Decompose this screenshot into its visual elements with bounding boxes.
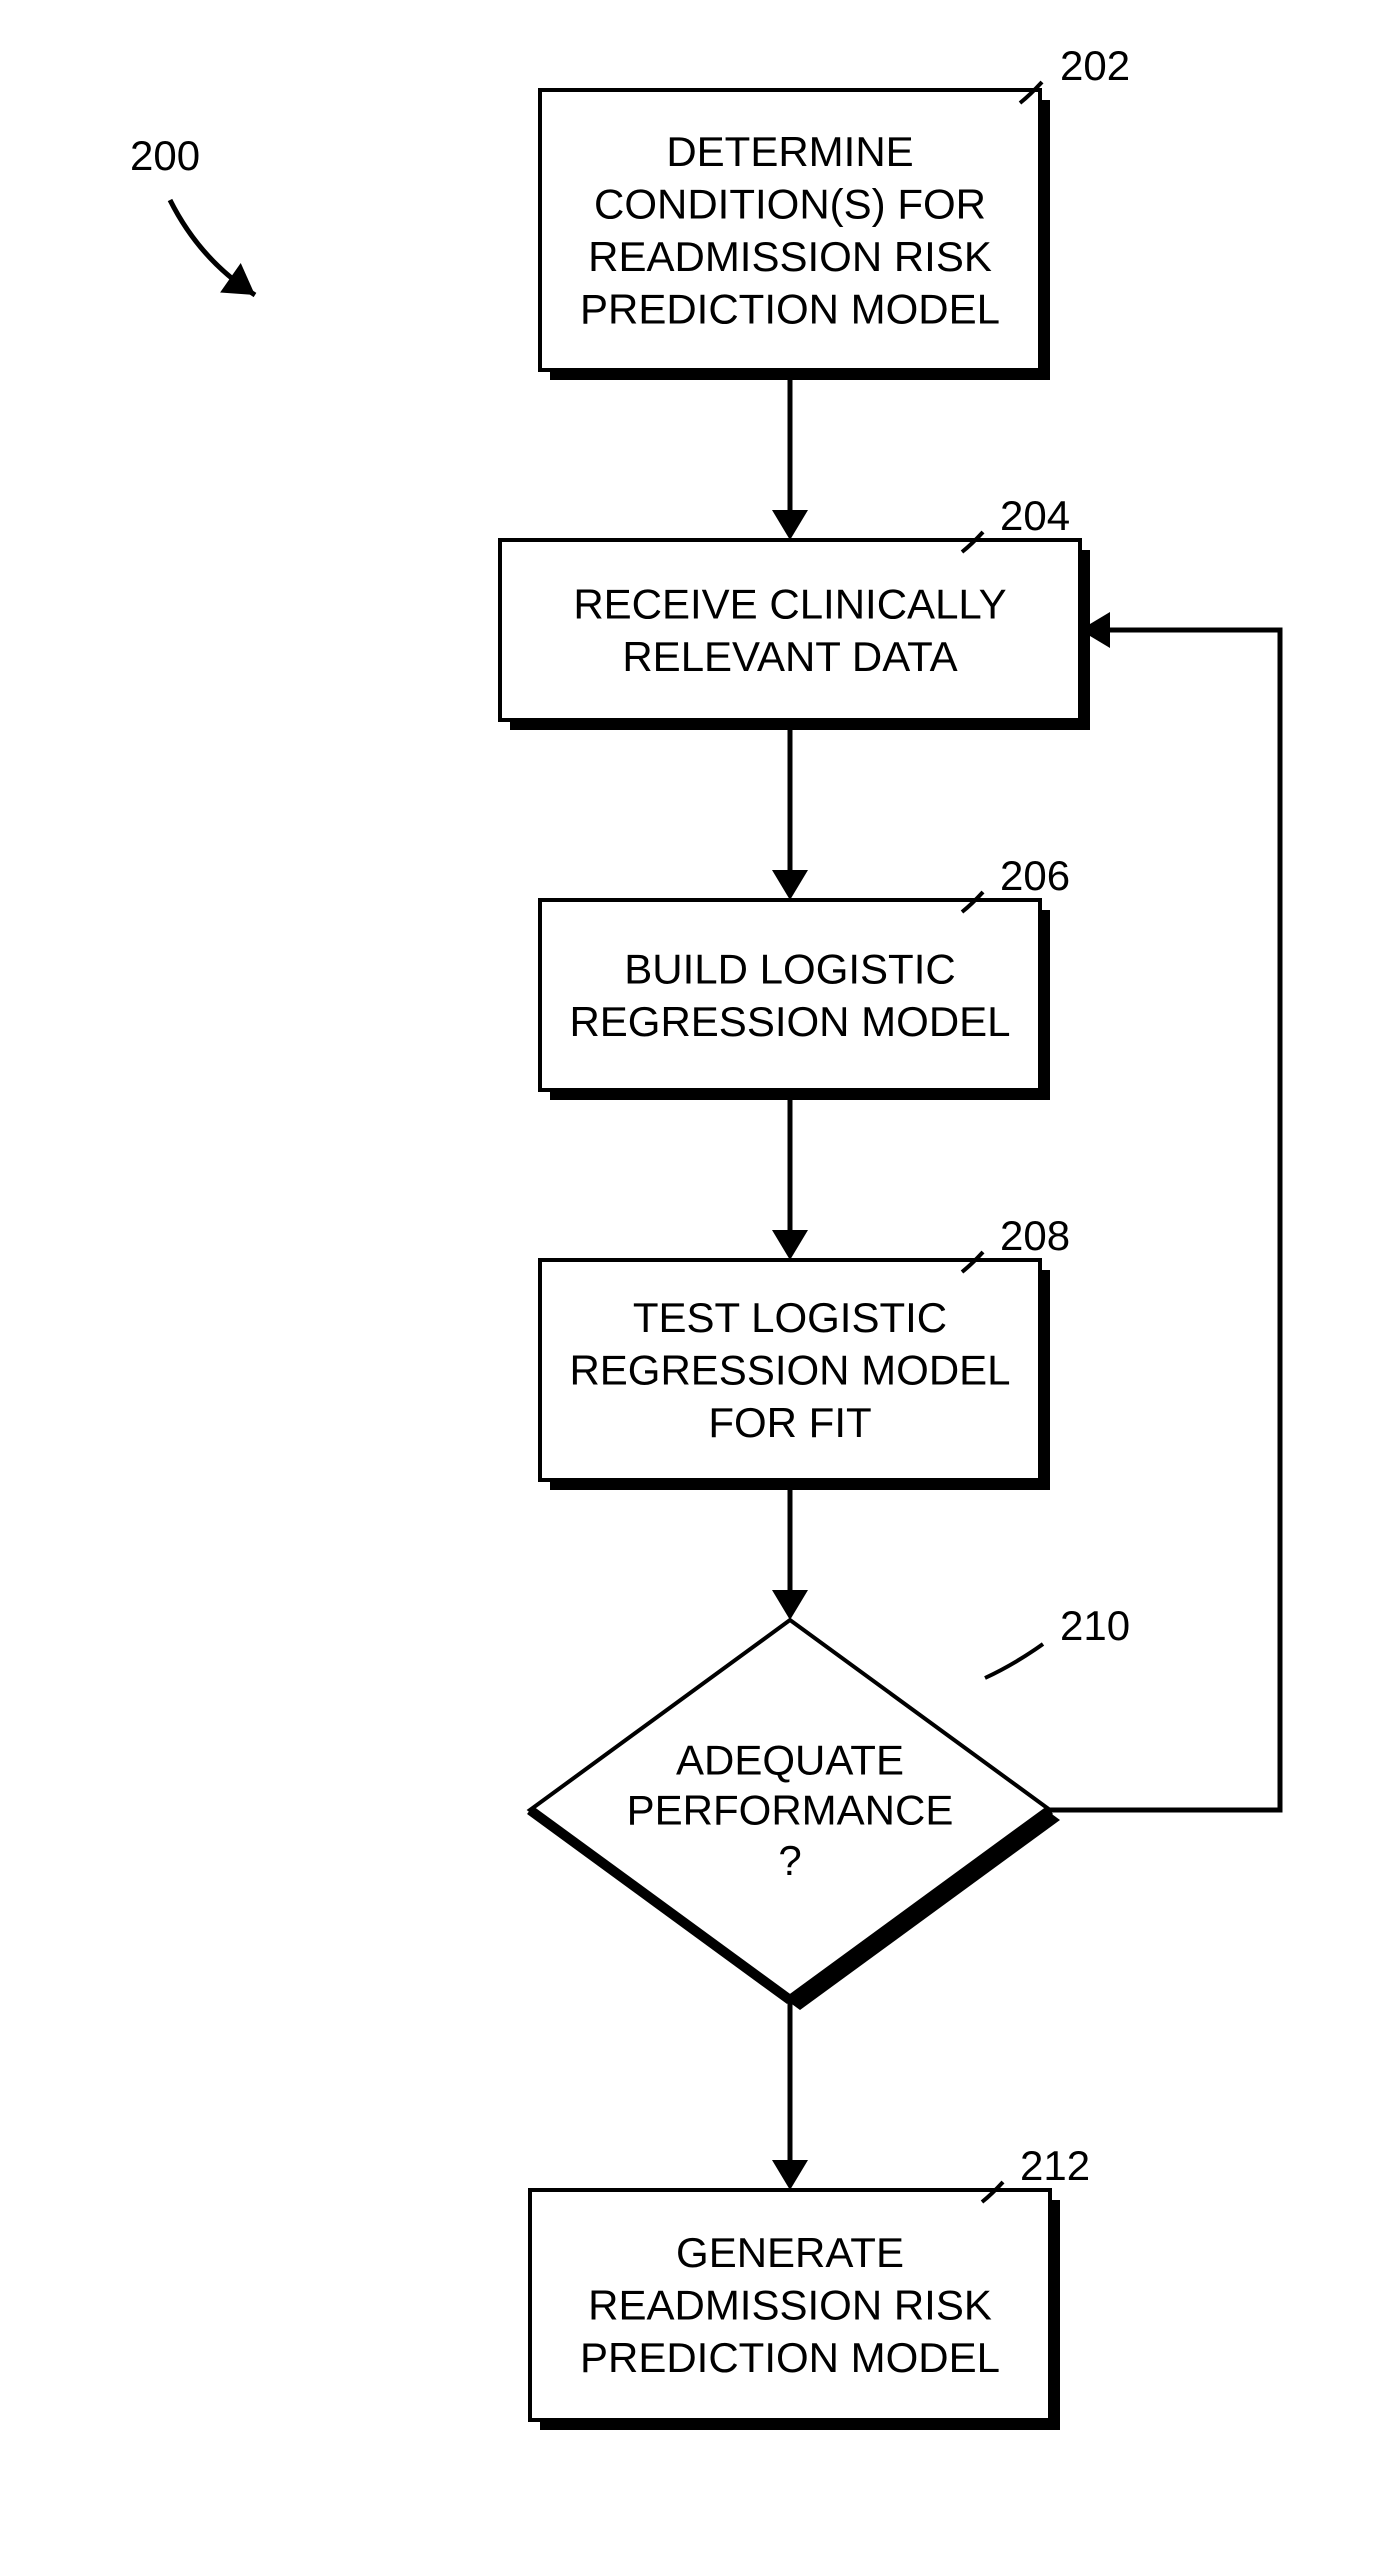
flow-node-208: TEST LOGISTIC REGRESSION MODEL FOR FIT	[540, 1260, 1050, 1490]
ref-label-212: 212	[1020, 2142, 1090, 2189]
flow-node-206: BUILD LOGISTIC REGRESSION MODEL	[540, 900, 1050, 1100]
node-208-line-0: TEST LOGISTIC	[633, 1294, 947, 1341]
node-206-line-1: REGRESSION MODEL	[569, 998, 1010, 1045]
node-208-line-1: REGRESSION MODEL	[569, 1347, 1010, 1394]
node-202-line-1: CONDITION(S) FOR	[594, 180, 986, 227]
ref-label-210: 210	[1060, 1602, 1130, 1649]
node-202-line-3: PREDICTION MODEL	[580, 285, 1000, 332]
node-206-line-0: BUILD LOGISTIC	[624, 945, 955, 992]
node-204-line-0: RECEIVE CLINICALLY	[573, 580, 1006, 627]
ref-hook-210	[985, 1644, 1043, 1678]
node-208-line-2: FOR FIT	[708, 1399, 871, 1446]
flow-node-210: ADEQUATEPERFORMANCE?	[530, 1620, 1060, 2010]
node-212-line-1: READMISSION RISK	[588, 2282, 992, 2329]
flow-node-202: DETERMINE CONDITION(S) FOR READMISSION RIS…	[540, 90, 1050, 380]
node-210-line-1: PERFORMANCE	[627, 1787, 954, 1834]
ref-label-202: 202	[1060, 42, 1130, 89]
flow-node-212: GENERATE READMISSION RISK PREDICTION MODEL	[530, 2190, 1060, 2430]
node-212-line-2: PREDICTION MODEL	[580, 2334, 1000, 2381]
ref-label-204: 204	[1000, 492, 1070, 539]
node-204-line-1: RELEVANT DATA	[622, 633, 957, 680]
node-210-line-2: ?	[778, 1837, 801, 1884]
figure-ref: 200	[130, 132, 200, 179]
ref-label-208: 208	[1000, 1212, 1070, 1259]
node-210-line-0: ADEQUATE	[676, 1736, 904, 1783]
node-202-line-2: READMISSION RISK	[588, 233, 992, 280]
node-212-line-0: GENERATE	[676, 2229, 904, 2276]
node-202-line-0: DETERMINE	[666, 128, 913, 175]
flow-node-204: RECEIVE CLINICALLY RELEVANT DATA	[500, 540, 1090, 730]
ref-label-206: 206	[1000, 852, 1070, 899]
